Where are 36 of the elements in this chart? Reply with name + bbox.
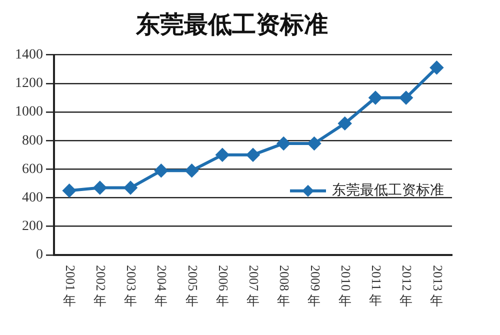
point [277, 136, 290, 150]
point [216, 148, 229, 162]
x-tick-label: 2012年 [400, 265, 415, 309]
y-tick-label: 0 [36, 248, 43, 263]
x-tick-label: 2005年 [185, 265, 200, 309]
point [308, 136, 321, 150]
point [124, 181, 138, 194]
y-tick-label: 800 [22, 133, 43, 148]
legend-label: 东莞最低工资标准 [332, 182, 444, 199]
y-tick-label: 400 [22, 190, 43, 206]
point [368, 91, 382, 104]
point [185, 164, 198, 178]
point [154, 164, 168, 178]
x-tick-label: 2009年 [308, 265, 323, 309]
x-tick-label: 2002年 [93, 265, 108, 309]
y-tick-label: 1400 [15, 47, 43, 62]
y-tick-label: 200 [22, 219, 43, 234]
x-tick-label: 2007年 [246, 265, 262, 309]
x-tick-label: 2010年 [338, 265, 354, 309]
x-tick-label: 2013年 [430, 265, 446, 309]
x-tick-label: 2008年 [277, 265, 292, 309]
point [338, 116, 352, 130]
point [430, 61, 444, 74]
point [246, 148, 260, 162]
y-tick-label: 600 [22, 162, 43, 177]
y-tick-label: 1200 [15, 76, 43, 92]
point [400, 91, 413, 104]
x-tick-label: 2011年 [368, 265, 384, 308]
y-tick-label: 1000 [15, 104, 43, 120]
x-tick-label: 2003年 [124, 265, 140, 309]
x-tick-label: 2006年 [216, 265, 231, 309]
point [93, 181, 106, 194]
x-tick-label: 2004年 [154, 265, 170, 309]
point [62, 184, 76, 198]
chart-title: 东莞最低工资标准 [135, 10, 328, 39]
x-tick-label: 2001年 [62, 265, 78, 309]
